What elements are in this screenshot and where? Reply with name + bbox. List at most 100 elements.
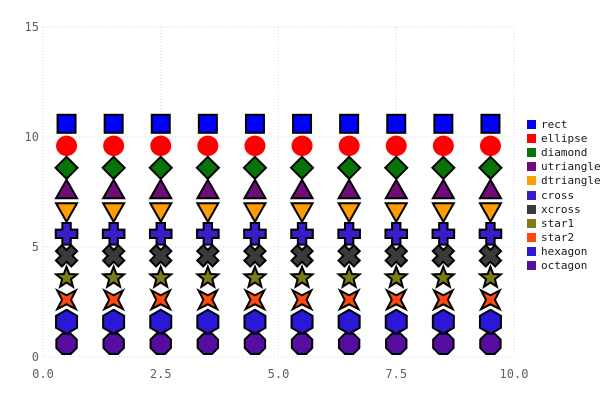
marker-hexagon: [290, 308, 314, 335]
legend-label: rect: [541, 117, 568, 131]
legend-label: utriangle: [541, 160, 600, 174]
marker-octagon: [196, 332, 220, 355]
marker-utriangle: [384, 177, 409, 200]
legend-swatch-octagon: [527, 261, 536, 271]
marker-utriangle: [242, 177, 268, 200]
marker-octagon: [290, 332, 314, 355]
marker-star2: [290, 288, 314, 312]
marker-star2: [196, 288, 220, 312]
y-tick-label: 15: [25, 20, 39, 34]
marker-rect: [150, 113, 171, 134]
legend-item-dtriangle: dtriangle: [527, 174, 600, 188]
marker-star2: [149, 288, 173, 312]
marker-xcross: [242, 243, 267, 268]
legend-item-star2: star2: [527, 231, 600, 245]
legend-swatch-rect: [527, 119, 536, 129]
marker-star1: [194, 264, 221, 289]
legend-item-diamond: diamond: [527, 145, 600, 159]
marker-star1: [336, 264, 363, 289]
marker-xcross: [337, 243, 362, 268]
x-tick-label: 0.0: [32, 367, 54, 381]
marker-hexagon: [478, 308, 502, 335]
legend: rect ellipse diamond utriangle dtriangle cros…: [527, 117, 600, 273]
marker-ellipse: [479, 135, 501, 156]
marker-diamond: [289, 155, 315, 181]
marker-cross: [196, 222, 220, 246]
marker-xcross: [195, 243, 220, 268]
marker-cross: [148, 222, 173, 246]
legend-item-rect: rect: [527, 117, 600, 131]
marker-rect: [433, 113, 454, 134]
marker-ellipse: [338, 135, 360, 156]
x-tick-label: 2.5: [150, 367, 172, 381]
marker-star2: [431, 288, 455, 312]
y-tick-label: 0: [32, 350, 39, 364]
marker-xcross: [101, 243, 126, 268]
marker-octagon: [432, 332, 455, 355]
legend-label: hexagon: [541, 245, 588, 259]
legend-swatch-hexagon: [527, 247, 536, 257]
marker-ellipse: [103, 135, 125, 156]
legend-swatch-diamond: [527, 147, 536, 157]
marker-dtriangle: [289, 202, 315, 224]
x-tick-label: 5.0: [268, 367, 290, 381]
legend-swatch-star2: [527, 233, 536, 243]
marker-rect: [339, 113, 360, 134]
legend-item-octagon: octagon: [527, 259, 600, 273]
marker-dtriangle: [195, 202, 221, 224]
legend-swatch-dtriangle: [527, 176, 536, 186]
marker-diamond: [430, 155, 456, 181]
marker-utriangle: [54, 177, 79, 200]
marker-diamond: [383, 155, 409, 181]
legend-label: ellipse: [541, 131, 588, 145]
marker-cross: [101, 222, 126, 246]
marker-utriangle: [101, 177, 126, 200]
marker-rect: [56, 113, 77, 134]
marker-dtriangle: [101, 202, 126, 224]
marker-rect: [292, 113, 313, 134]
marker-octagon: [243, 332, 267, 355]
marker-star1: [430, 264, 457, 289]
marker-octagon: [55, 332, 78, 355]
marker-star2: [54, 288, 79, 312]
marker-utriangle: [195, 177, 221, 200]
marker-star2: [243, 288, 267, 312]
legend-item-hexagon: hexagon: [527, 245, 600, 259]
x-tick-label: 7.5: [385, 367, 407, 381]
marker-dtriangle: [478, 202, 503, 224]
marker-cross: [384, 222, 409, 246]
marker-star1: [477, 264, 504, 289]
marker-xcross: [384, 243, 409, 268]
legend-item-star1: star1: [527, 216, 600, 230]
marker-xcross: [478, 243, 503, 268]
marker-dtriangle: [242, 202, 268, 224]
marker-utriangle: [336, 177, 362, 200]
marker-cross: [290, 222, 314, 246]
legend-item-cross: cross: [527, 188, 600, 202]
marker-star1: [241, 264, 269, 289]
legend-label: cross: [541, 188, 575, 202]
marker-utriangle: [478, 177, 503, 200]
marker-diamond: [195, 155, 221, 181]
legend-label: xcross: [541, 202, 581, 216]
marker-hexagon: [102, 308, 126, 335]
y-tick-label: 5: [32, 240, 39, 254]
marker-xcross: [290, 243, 315, 268]
marker-diamond: [478, 155, 503, 181]
marker-octagon: [149, 332, 172, 355]
marker-star1: [383, 264, 410, 289]
legend-item-utriangle: utriangle: [527, 160, 600, 174]
marker-dtriangle: [54, 202, 79, 224]
marker-star2: [102, 288, 126, 312]
marker-utriangle: [148, 177, 173, 200]
marker-hexagon: [431, 308, 455, 335]
marker-ellipse: [432, 135, 454, 156]
marker-diamond: [242, 155, 268, 181]
legend-swatch-utriangle: [527, 162, 536, 172]
legend-label: star2: [541, 231, 575, 245]
marker-octagon: [102, 332, 125, 355]
marker-star2: [337, 288, 361, 312]
marker-octagon: [385, 332, 408, 355]
